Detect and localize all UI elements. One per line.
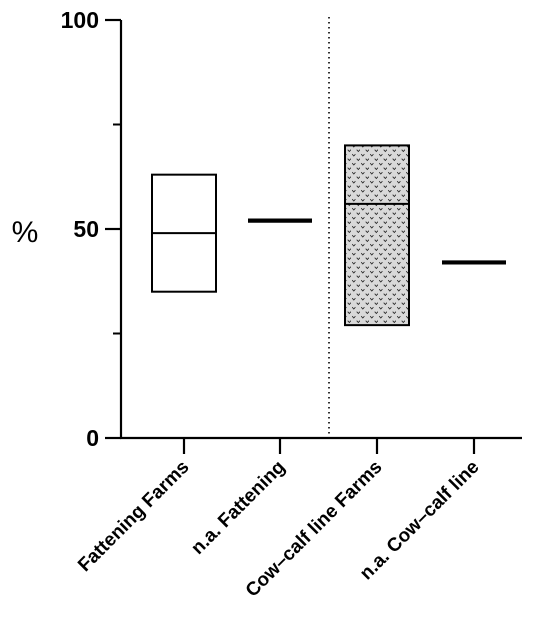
plot-marks	[151, 17, 506, 438]
range-bar-2	[344, 144, 410, 327]
y-tick-label-0: 0	[86, 425, 99, 451]
x-tick-label-0: Fattening Farms	[74, 457, 193, 576]
x-tick-label-1: n.a. Fattening	[187, 457, 289, 559]
y-axis-label: %	[12, 216, 39, 249]
y-tick-label-100: 100	[61, 7, 99, 33]
y-axis: 0 50 100	[61, 7, 123, 451]
y-tick-label-50: 50	[73, 216, 99, 242]
